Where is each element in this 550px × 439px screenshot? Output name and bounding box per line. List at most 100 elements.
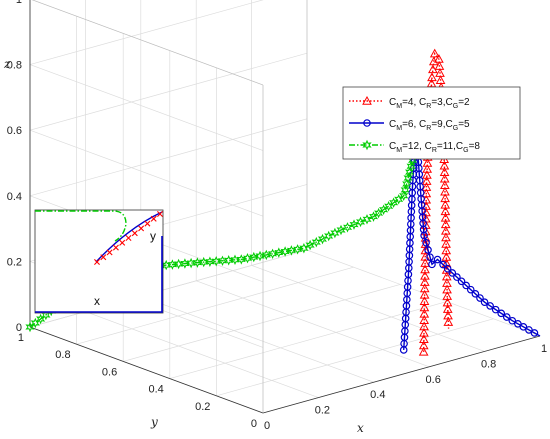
y-tick-label: 0.2	[195, 401, 210, 413]
legend-entry-3: CM=12, CR=11,CG=8	[349, 139, 481, 154]
data-point	[420, 258, 431, 267]
grid-line	[251, 265, 485, 352]
data-point	[420, 231, 428, 240]
inset-red-marker	[119, 239, 126, 246]
legend-text: =6, C	[402, 119, 426, 130]
z-tick-label: 1	[16, 0, 22, 6]
data-point	[443, 264, 452, 273]
grid-line	[29, 52, 308, 131]
legend-entry-1: CM=4, CR=3,CG=2	[349, 95, 470, 110]
z-tick-label: 0.4	[7, 191, 22, 203]
data-point	[420, 270, 430, 280]
data-point	[486, 302, 494, 310]
data-point	[462, 281, 470, 290]
data-point	[514, 319, 522, 328]
axis-labels: x y z	[3, 57, 364, 435]
data-point	[422, 158, 433, 167]
data-point	[433, 255, 442, 264]
data-point	[439, 260, 447, 269]
data-point	[429, 48, 440, 58]
data-point	[419, 277, 430, 286]
inset-blue-curve	[95, 211, 163, 263]
inset-red-marker	[94, 259, 100, 265]
grid-line	[76, 266, 354, 345]
data-point	[421, 182, 432, 191]
grid-line	[196, 280, 430, 368]
data-point	[362, 95, 372, 105]
z-tick-label: 0.2	[7, 256, 22, 268]
legend-text: =4, C	[402, 97, 426, 108]
data-point	[421, 176, 432, 185]
data-point	[428, 64, 438, 74]
data-point	[404, 166, 415, 178]
data-point	[419, 315, 430, 324]
legend-text: =11,C	[437, 141, 463, 152]
data-point	[324, 230, 334, 242]
y-axis-line	[29, 326, 264, 414]
data-point	[497, 309, 506, 318]
grid-line	[29, 118, 308, 197]
data-point	[519, 323, 528, 331]
data-point	[419, 283, 430, 293]
inset-red-marker	[106, 249, 113, 256]
data-point	[480, 298, 489, 307]
data-point	[362, 214, 372, 225]
data-point	[420, 264, 430, 274]
grid-lines	[29, 0, 541, 414]
y-tick-label: 0.6	[102, 366, 117, 378]
legend-label: CM=6, CR=9,CG=5	[389, 119, 470, 132]
grid-line	[29, 129, 264, 217]
x-tick-label: 0.6	[426, 374, 441, 386]
data-point	[330, 227, 340, 239]
data-point	[502, 313, 511, 321]
data-point	[406, 160, 416, 172]
data-point	[448, 269, 457, 277]
inset-red-marker	[100, 254, 107, 261]
legend-label: CM=4, CR=3,CG=2	[389, 97, 470, 110]
grid-line	[29, 0, 264, 65]
axes-box	[29, 0, 541, 414]
data-point	[419, 296, 430, 305]
data-point	[443, 317, 454, 326]
legend-text: C	[389, 97, 396, 108]
grid-line	[29, 249, 308, 328]
data-point	[422, 170, 432, 179]
data-point	[419, 308, 430, 318]
legend-subscript: G	[453, 103, 458, 110]
z-tick-label: 0.6	[7, 125, 22, 137]
data-point	[419, 334, 429, 343]
data-point	[427, 72, 437, 82]
data-point	[403, 172, 413, 184]
legend-subscript: R	[432, 147, 437, 154]
grid-line	[123, 284, 401, 362]
data-point	[419, 289, 430, 299]
x-axis-label: x	[357, 421, 364, 435]
legend-subscript: M	[396, 103, 402, 110]
legend-subscript: G	[463, 147, 468, 154]
inset-red-marker	[157, 211, 163, 217]
x-axis-line	[262, 335, 541, 414]
legend-subscript: R	[426, 125, 431, 132]
z-axis-label: z	[3, 57, 11, 71]
y-tick-label: 0	[251, 418, 257, 430]
inset-green-curve	[35, 210, 127, 242]
inset-red-marker	[125, 235, 132, 241]
series-line	[403, 131, 541, 350]
data-point	[508, 316, 517, 325]
data-point	[421, 201, 431, 210]
series-2	[399, 127, 541, 354]
grid-line	[216, 318, 494, 397]
legend-text: =8	[469, 141, 481, 152]
legend-text: =5	[458, 119, 470, 130]
inset-red-marker	[150, 215, 157, 222]
inset-x-label: x	[94, 294, 100, 308]
legend-text: =2	[458, 97, 470, 108]
data-point	[457, 277, 466, 286]
data-series	[25, 48, 541, 356]
tick-labels: 00.20.40.60.8100.20.40.60.8100.20.40.60.…	[7, 0, 547, 432]
legend-subscript: R	[426, 103, 431, 110]
data-point	[476, 294, 484, 302]
inset-blue-boundary	[35, 236, 163, 313]
legend-text: =3,C	[431, 97, 452, 108]
